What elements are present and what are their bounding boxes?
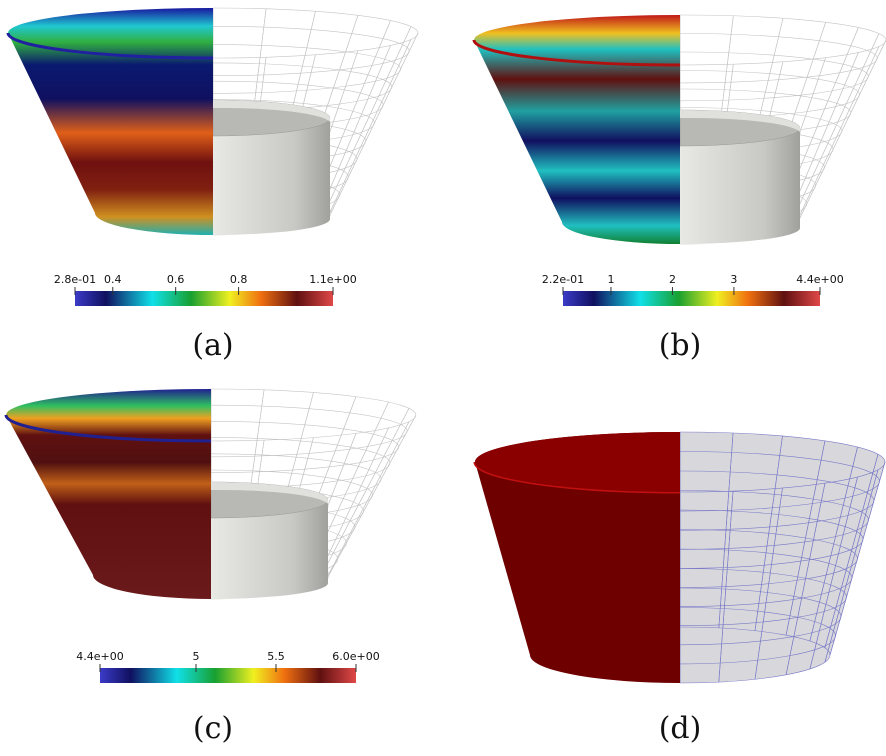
tick-label: 2 bbox=[669, 273, 676, 286]
tick-label: 6.0e+00 bbox=[332, 650, 379, 663]
cone-left bbox=[474, 15, 680, 244]
wire bbox=[211, 389, 416, 441]
cone-left bbox=[8, 8, 213, 235]
wire bbox=[680, 34, 877, 83]
colorbar bbox=[563, 291, 820, 306]
tick-label: 1 bbox=[607, 273, 614, 286]
tick-label: 3 bbox=[730, 273, 737, 286]
tick-label: 2.2e-01 bbox=[542, 273, 584, 286]
wire bbox=[680, 52, 868, 101]
cone bbox=[6, 389, 416, 599]
tick-label: 0.8 bbox=[230, 273, 248, 286]
tick-label: 4.4e+00 bbox=[76, 650, 123, 663]
tick-label: 1.1e+00 bbox=[309, 273, 356, 286]
tick-label: 4.4e+00 bbox=[796, 273, 843, 286]
cone bbox=[474, 15, 886, 244]
tick-label: 5.5 bbox=[267, 650, 285, 663]
cone bbox=[8, 8, 418, 235]
figure: (a) (b) (c) (d) 2.8e-01 0.4 0.6 0.8 1.1e+00 2… bbox=[0, 0, 886, 756]
tick-label: 5 bbox=[193, 650, 200, 663]
wire bbox=[211, 405, 407, 457]
cone-right bbox=[680, 432, 885, 683]
renderings bbox=[6, 8, 886, 683]
wire bbox=[680, 15, 886, 65]
wire bbox=[213, 8, 418, 58]
tick-label: 2.8e-01 bbox=[54, 273, 96, 286]
wire bbox=[213, 45, 401, 94]
colorbar bbox=[100, 668, 356, 683]
panel-label: (b) bbox=[659, 328, 702, 363]
colorbar bbox=[75, 291, 333, 306]
tick-label: 0.6 bbox=[167, 273, 185, 286]
wire bbox=[211, 421, 399, 472]
panel-label: (c) bbox=[193, 711, 233, 746]
cone-left bbox=[6, 389, 211, 599]
wire bbox=[211, 438, 390, 489]
panel-label: (a) bbox=[192, 328, 233, 363]
tick-label: 0.4 bbox=[104, 273, 122, 286]
wire bbox=[213, 26, 409, 75]
panel-label: (d) bbox=[659, 711, 702, 746]
